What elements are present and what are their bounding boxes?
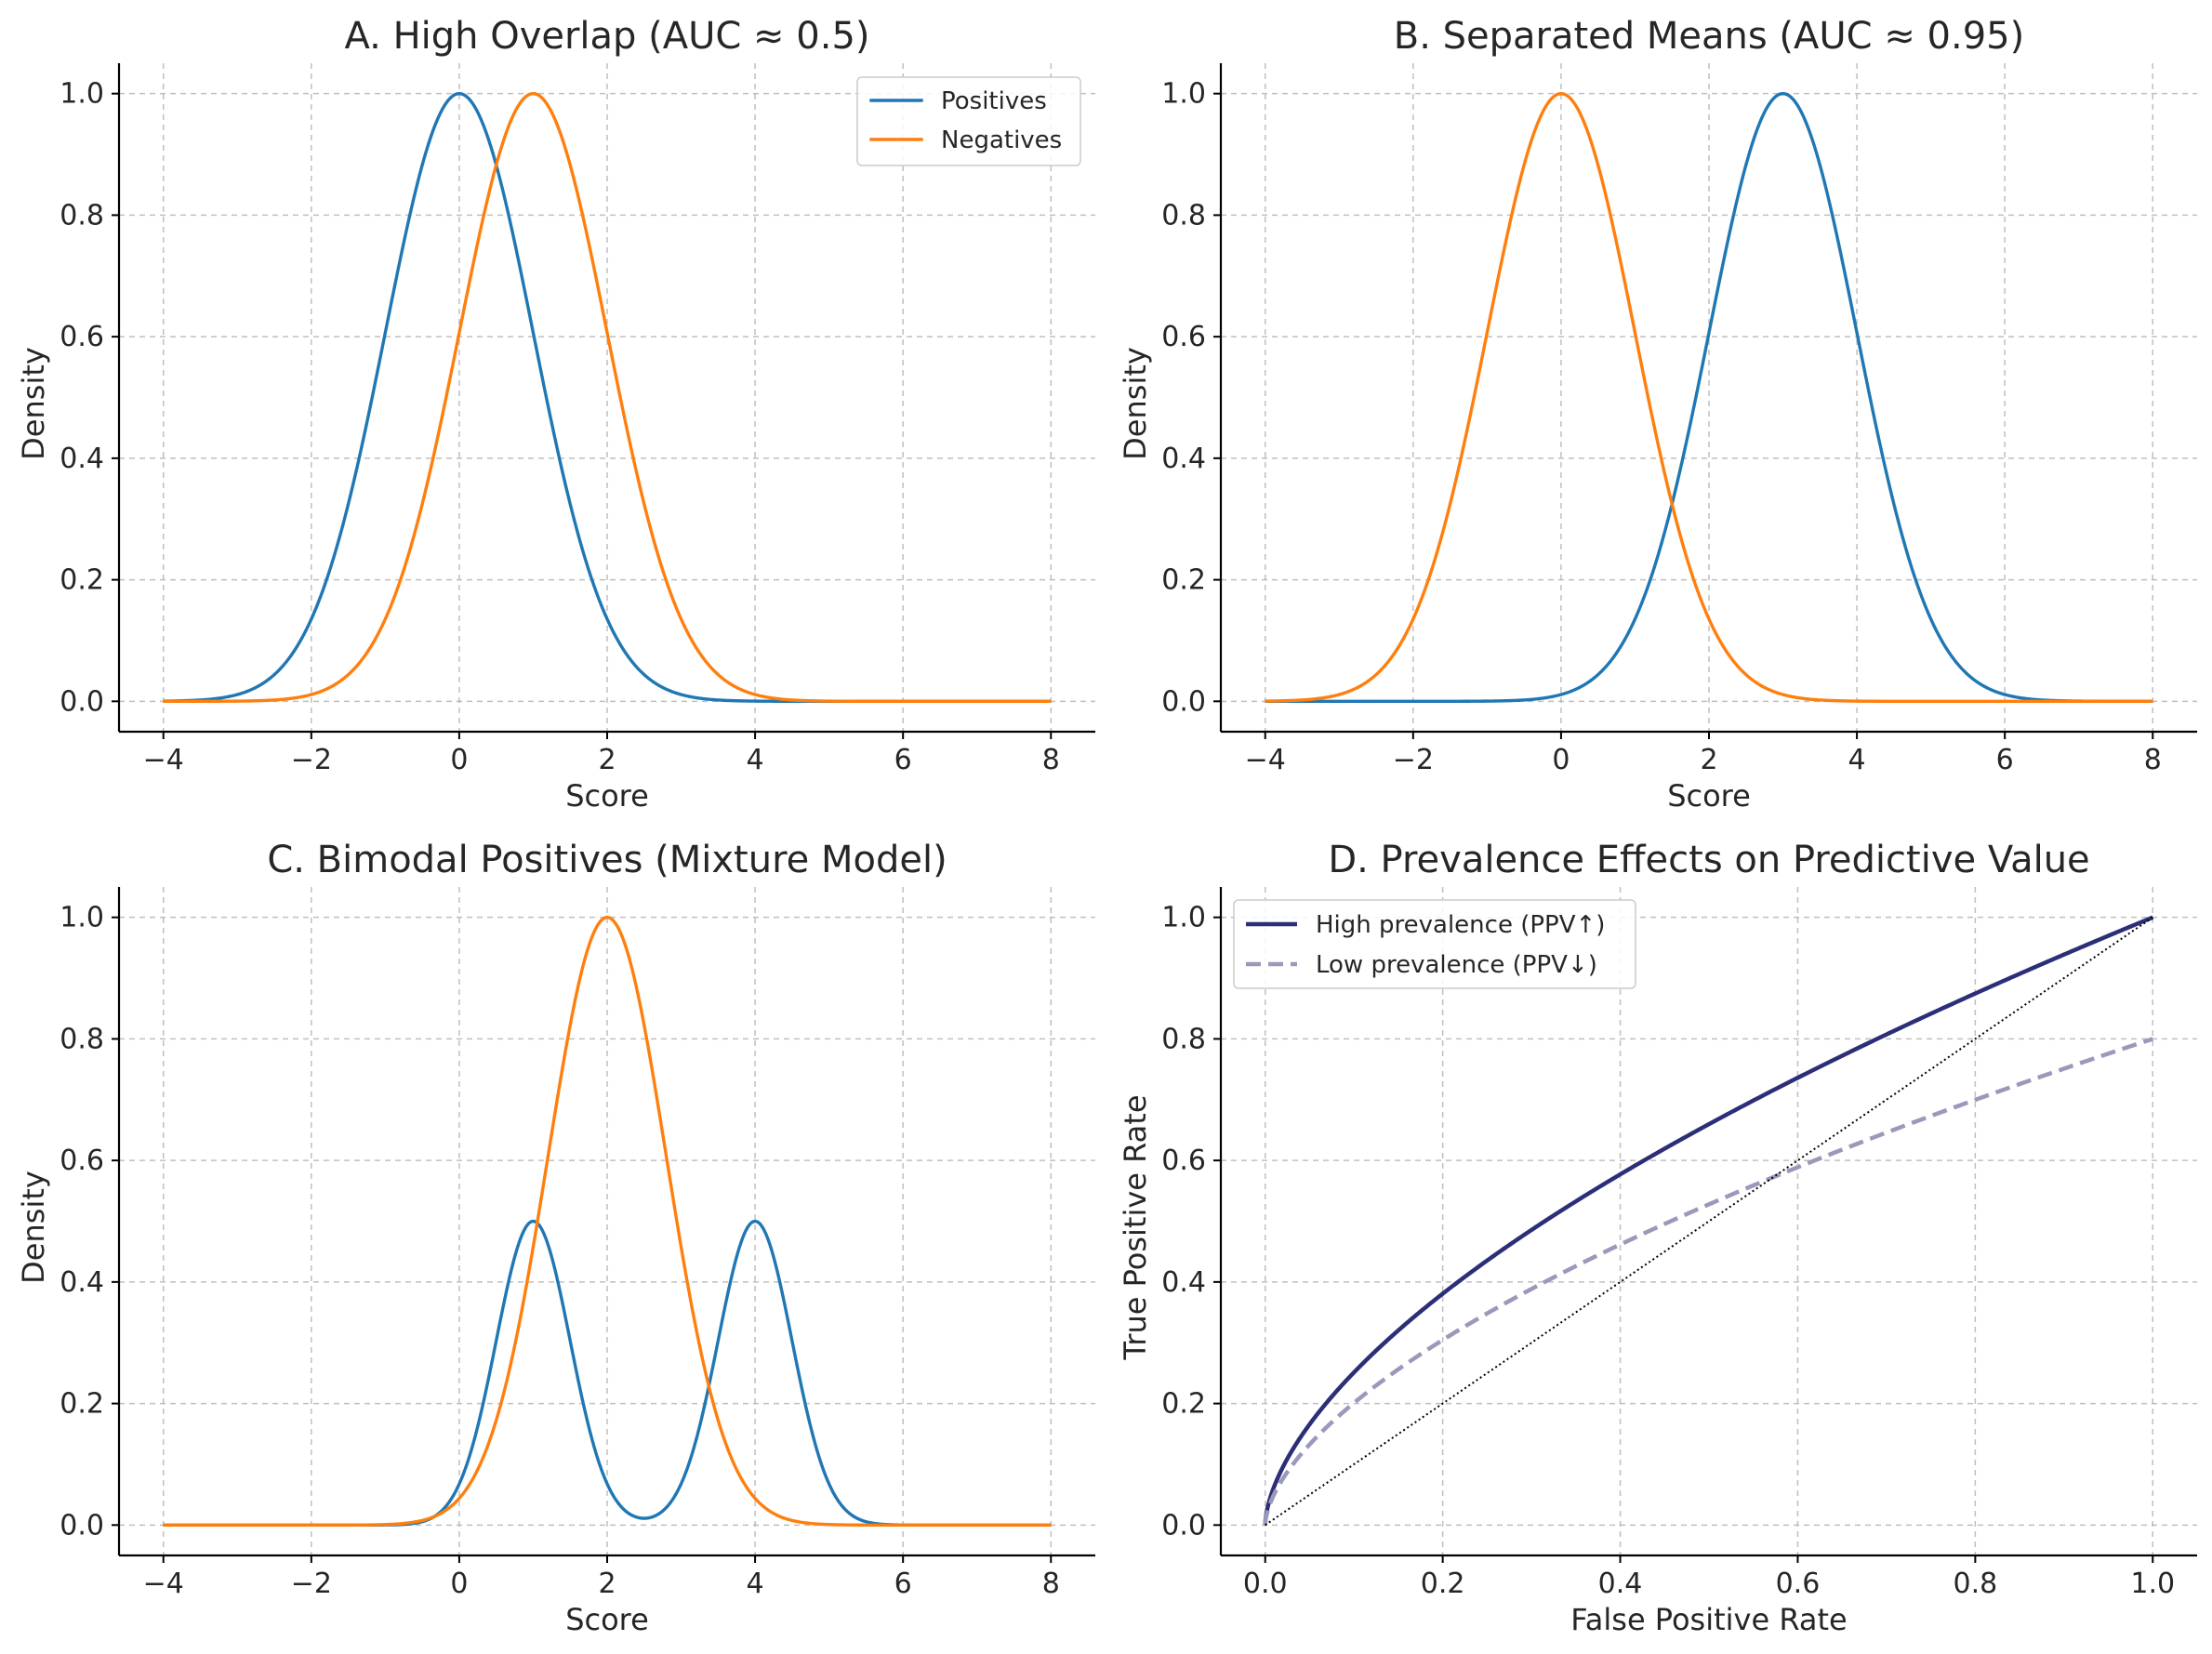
legend-label-low-prevalence: Low prevalence (PPV↓) [1316, 951, 1597, 979]
panel-d-series-low-prevalence-ppv-line [1263, 1037, 2153, 1528]
panel-b-ytick-label-1: 0.2 [1161, 564, 1206, 597]
panel-d-ytick-label-1: 0.2 [1161, 1388, 1206, 1421]
panel-a-ytick-label-0: 0.0 [60, 685, 104, 718]
panel-d: D. Prevalence Effects on Predictive Valu… [1118, 839, 2197, 1637]
panel-b-ytick-label-3: 0.6 [1161, 321, 1206, 353]
panel-d-ytick-label-3: 0.6 [1161, 1145, 1206, 1177]
panel-d-ytick-label-4: 0.8 [1161, 1023, 1206, 1055]
panel-b-plot [1265, 91, 2153, 704]
panel-b-xtick-label-1: −2 [1393, 744, 1434, 776]
panel-a-series-negatives-line [163, 91, 1052, 704]
panel-d-ytick-label-2: 0.4 [1161, 1266, 1206, 1299]
panel-d-xtick-label-3: 0.6 [1776, 1568, 1821, 1600]
panel-a-xtick-label-1: −2 [291, 744, 332, 776]
panel-b: B. Separated Means (AUC ≈ 0.95) Score De… [1118, 15, 2197, 814]
panel-c-ytick-label-2: 0.4 [60, 1266, 104, 1299]
legend-label-high-prevalence: High prevalence (PPV↑) [1316, 911, 1605, 939]
panel-a-xtick-label-3: 2 [598, 744, 616, 776]
panel-c-ytick-label-0: 0.0 [60, 1509, 104, 1542]
panel-c-axes: −4 −2 0 2 4 6 8 0.0 0.2 0.4 0.6 0.8 1.0 [60, 887, 1095, 1600]
panel-b-xtick-label-2: 0 [1552, 744, 1570, 776]
panel-b-title: B. Separated Means (AUC ≈ 0.95) [1394, 15, 2024, 58]
panel-d-legend-box [1233, 899, 1636, 989]
panel-a-ylabel: Density [16, 347, 51, 460]
panel-a-xtick-label-2: 0 [450, 744, 468, 776]
panel-a-ytick-label-3: 0.6 [60, 321, 104, 353]
panel-c-xtick-label-0: −4 [143, 1568, 184, 1600]
panel-c-plot [163, 915, 1052, 1528]
panel-a-title: A. High Overlap (AUC ≈ 0.5) [344, 15, 869, 58]
panel-a-xtick-label-5: 6 [894, 744, 912, 776]
legend-label-positives: Positives [941, 87, 1047, 115]
panel-c-xtick-label-1: −2 [291, 1568, 332, 1600]
panel-a: A. High Overlap (AUC ≈ 0.5) Score Densit… [16, 15, 1095, 814]
panel-c: C. Bimodal Positives (Mixture Model) Sco… [16, 839, 1095, 1637]
panel-b-ytick-label-0: 0.0 [1161, 685, 1206, 718]
panel-a-ytick-label-2: 0.4 [60, 443, 104, 475]
panel-b-series-negatives-line [1265, 91, 2153, 704]
panel-d-xtick-label-1: 0.2 [1421, 1568, 1465, 1600]
panel-d-xtick-label-5: 1.0 [2130, 1568, 2175, 1600]
panel-d-ytick-label-5: 1.0 [1161, 902, 1206, 934]
panel-c-xtick-label-5: 6 [894, 1568, 912, 1600]
panel-c-ytick-label-1: 0.2 [60, 1388, 104, 1421]
panel-b-xlabel: Score [1667, 778, 1751, 814]
panel-c-ylabel: Density [16, 1171, 51, 1284]
panel-c-ytick-label-3: 0.6 [60, 1145, 104, 1177]
panel-b-xtick-label-3: 2 [1700, 744, 1717, 776]
panel-d-ytick-label-0: 0.0 [1161, 1509, 1206, 1542]
panel-a-xlabel: Score [565, 778, 649, 814]
panel-d-series-high-prevalence-ppv-line [1263, 915, 2154, 1528]
panel-d-title: D. Prevalence Effects on Predictive Valu… [1328, 839, 2089, 881]
panel-a-xtick-label-6: 8 [1042, 744, 1060, 776]
panel-d-xtick-label-0: 0.0 [1243, 1568, 1288, 1600]
panel-a-xtick-label-0: −4 [143, 744, 184, 776]
legend-label-negatives: Negatives [941, 126, 1062, 154]
panel-b-series-positives-line [1265, 91, 2153, 704]
panel-d-ylabel: True Positive Rate [1118, 1094, 1153, 1360]
panel-c-xlabel: Score [565, 1602, 649, 1637]
panel-a-ytick-label-5: 1.0 [60, 78, 104, 111]
panel-c-series-negatives-line [163, 915, 1052, 1528]
panel-c-ytick-label-5: 1.0 [60, 902, 104, 934]
panel-c-ytick-label-4: 0.8 [60, 1023, 104, 1055]
panel-d-xlabel: False Positive Rate [1570, 1602, 1847, 1637]
panel-a-ytick-label-1: 0.2 [60, 564, 104, 597]
panel-b-ytick-label-4: 0.8 [1161, 199, 1206, 232]
panel-c-xtick-label-3: 2 [598, 1568, 616, 1600]
panel-a-plot [163, 91, 1052, 704]
panel-b-xtick-label-5: 6 [1996, 744, 2014, 776]
panel-d-axes: 0.0 0.2 0.4 0.6 0.8 1.0 0.0 0.2 0.4 0.6 0.8 1.0 [1161, 887, 2197, 1600]
panel-d-legend: High prevalence (PPV↑) Low prevalence (P… [1233, 899, 1636, 989]
panel-b-xtick-label-4: 4 [1848, 744, 1866, 776]
panel-c-xtick-label-2: 0 [450, 1568, 468, 1600]
panel-b-ytick-label-5: 1.0 [1161, 78, 1206, 111]
panel-d-plot [1263, 915, 2154, 1528]
panel-d-grid [1221, 887, 2197, 1555]
panel-a-legend: Positives Negatives [856, 76, 1081, 166]
panel-b-xtick-label-0: −4 [1245, 744, 1286, 776]
panel-b-xtick-label-6: 8 [2144, 744, 2162, 776]
panel-a-xtick-label-4: 4 [747, 744, 764, 776]
panel-d-xtick-label-4: 0.8 [1954, 1568, 1998, 1600]
panel-a-ytick-label-4: 0.8 [60, 199, 104, 232]
panel-a-axes: −4 −2 0 2 4 6 8 0.0 0.2 0.4 0.6 0.8 1.0 [60, 63, 1095, 776]
panel-c-xtick-label-6: 8 [1042, 1568, 1060, 1600]
panel-b-ylabel: Density [1118, 347, 1153, 460]
panel-d-xtick-label-2: 0.4 [1598, 1568, 1643, 1600]
panel-c-title: C. Bimodal Positives (Mixture Model) [267, 839, 947, 881]
panel-c-xtick-label-4: 4 [747, 1568, 764, 1600]
panel-b-ytick-label-2: 0.4 [1161, 443, 1206, 475]
panel-b-axes: −4 −2 0 2 4 6 8 0.0 0.2 0.4 0.6 0.8 1.0 [1161, 63, 2197, 776]
